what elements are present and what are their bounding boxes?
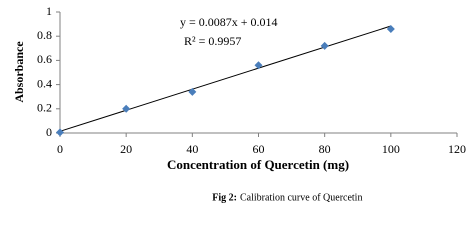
y-tick-label: 0.4 [37,76,52,90]
y-tick-label: 0.8 [37,28,52,42]
caption-text: Calibration curve of Quercetin [240,192,362,203]
x-tick-label: 20 [120,142,132,156]
x-tick-label: 100 [382,142,400,156]
x-axis-label: Concentration of Quercetin (mg) [167,157,349,172]
trendline [59,25,391,132]
y-tick-label: 1 [46,4,52,18]
data-point [254,61,263,70]
x-tick-label: 0 [57,142,63,156]
x-tick-label: 60 [253,142,265,156]
data-point [320,41,329,50]
y-tick-label: 0.2 [37,101,52,115]
equation: y = 0.0087x + 0.014 [180,15,278,29]
y-axis-label: Absorbance [12,41,26,103]
chart: Absorbance Concentration of Quercetin (m… [12,4,466,203]
data-point [386,24,395,33]
x-tick-label: 40 [186,142,198,156]
x-tick-label: 120 [448,142,466,156]
data-point [56,128,64,137]
data-point [122,104,131,113]
y-tick-label: 0.6 [37,52,52,66]
x-tick-label: 80 [319,142,331,156]
y-tick-label: 0 [46,125,52,139]
caption-label: Fig 2: [212,192,237,203]
data-point [188,87,197,96]
r-squared: R² = 0.9957 [184,34,241,48]
